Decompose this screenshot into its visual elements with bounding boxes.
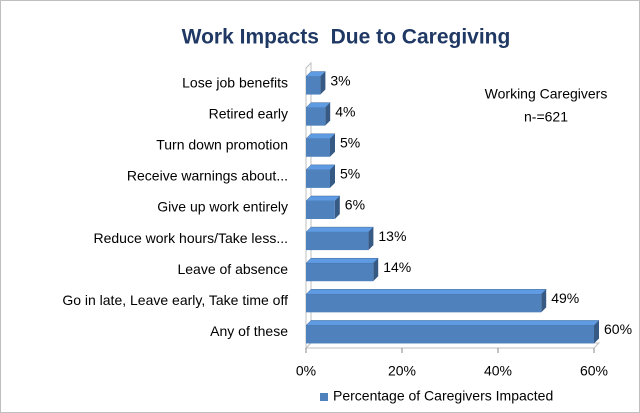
data-label: 5% (340, 134, 360, 150)
y-tick-label: Any of these (210, 323, 288, 339)
x-tick-label: 60% (580, 363, 608, 379)
bar (306, 263, 374, 282)
bar-top (305, 257, 379, 264)
bar-side (373, 258, 379, 282)
y-tick-label: Receive warnings about... (127, 168, 288, 184)
data-label: 5% (340, 166, 360, 182)
data-label: 6% (345, 197, 365, 213)
y-tick-label: Give up work entirely (157, 199, 288, 215)
y-tick-label: Go in late, Leave early, Take time off (62, 292, 288, 308)
data-label: 3% (330, 72, 350, 88)
bar-top (305, 320, 600, 326)
x-tick-label: 20% (388, 363, 416, 379)
y-tick-label: Leave of absence (177, 261, 288, 277)
bar (306, 138, 330, 157)
y-tick-label: Retired early (209, 105, 288, 121)
bar (306, 76, 321, 95)
bar (306, 169, 330, 188)
annotation: Working Caregivers (485, 86, 608, 102)
bar-side (594, 320, 599, 344)
x-tick-label: 0% (296, 363, 316, 379)
bar-top (305, 226, 375, 233)
data-label: 13% (378, 228, 406, 244)
bar-side (325, 102, 331, 126)
bar-top (305, 133, 336, 140)
data-label: 4% (335, 103, 355, 119)
legend-swatch (320, 393, 328, 401)
data-label: 14% (383, 259, 411, 275)
bar-top (305, 289, 547, 295)
x-tick-label: 40% (484, 363, 512, 379)
chart-title: Work Impacts Due to Caregiving (182, 26, 511, 49)
annotation: n-=621 (524, 109, 568, 125)
bar-side (334, 196, 340, 219)
legend-label: Percentage of Caregivers Impacted (333, 388, 553, 404)
bar-side (368, 227, 374, 251)
bar (306, 107, 326, 126)
y-tick-label: Turn down promotion (156, 136, 288, 152)
data-label: 60% (604, 321, 632, 337)
floor (304, 342, 601, 349)
data-label: 49% (551, 290, 579, 306)
bar-top (305, 164, 336, 171)
bar (306, 325, 594, 344)
bar (306, 201, 335, 219)
y-tick-label: Lose job benefits (182, 74, 288, 90)
bar (306, 232, 369, 251)
bar-side (330, 164, 335, 188)
bar-side (320, 71, 326, 95)
y-tick-label: Reduce work hours/Take less... (93, 230, 288, 246)
bar (306, 294, 542, 313)
bar-side (541, 289, 547, 313)
bar-top (305, 195, 341, 202)
bar-side (330, 133, 335, 157)
